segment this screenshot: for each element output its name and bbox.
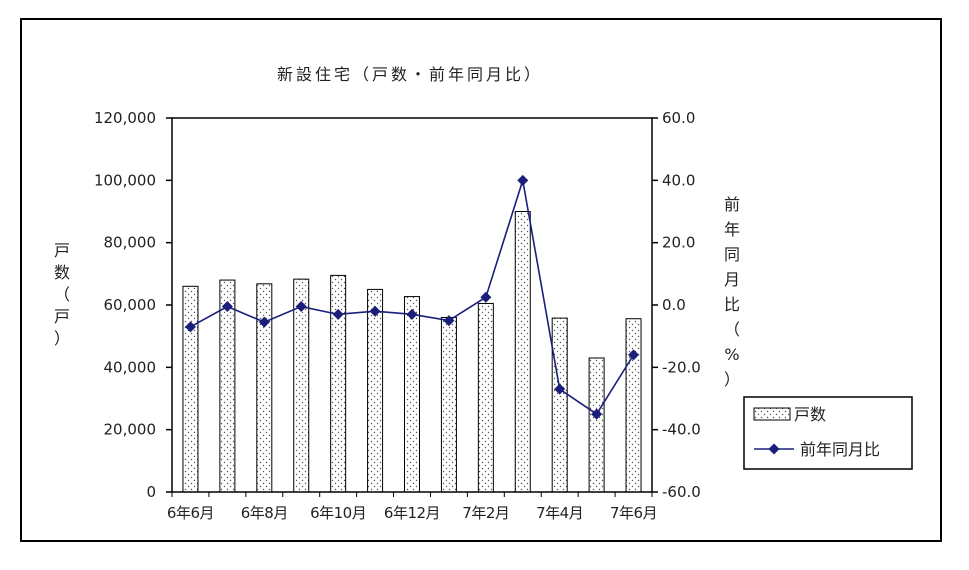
y-left-label-char: 戸 [54,241,70,260]
x-tick-label: 7年4月 [536,504,583,522]
line-series [184,174,640,420]
right-tick-label: -60.0 [662,483,701,501]
y-right-label-char: % [724,345,739,364]
right-tick-label: 0.0 [662,296,686,314]
left-tick-label: 80,000 [104,234,157,252]
chart-svg: 新設住宅（戸数・前年同月比） 0 20,000 40,000 60,000 80,000… [54,65,913,522]
line-point-2 [221,301,233,313]
legend-line-marker [768,443,780,455]
bar-series [182,211,642,493]
x-tick-label: 6年6月 [167,504,214,522]
y-right-label-char: 比 [724,295,740,314]
line-point-7 [406,308,418,320]
y-right-label-char: 前 [724,195,740,214]
x-tick-label: 6年12月 [384,504,440,522]
right-tick-label: 40.0 [662,171,695,189]
bar-12 [588,357,605,493]
chart-title: 新設住宅（戸数・前年同月比） [277,65,543,84]
left-tick-label: 40,000 [104,358,157,376]
bar-7 [404,296,420,493]
y-left-label-char: ） [54,329,70,348]
bar-8 [440,316,457,493]
left-tick-label: 20,000 [104,421,157,439]
y-right-label-char: （ [724,320,740,339]
right-tick-label: -20.0 [662,358,701,376]
right-tick-label: -40.0 [662,421,701,439]
bar-3 [256,283,273,493]
bar-5 [330,274,347,493]
y-left-label-char: 戸 [54,307,70,326]
right-tick-label: 60.0 [662,109,695,127]
bar-6 [367,288,384,493]
line-point-9 [480,291,492,303]
bar-11 [551,317,568,493]
y-left-label-char: （ [54,285,70,304]
left-tick-label: 60,000 [104,296,157,314]
line-point-13 [628,349,640,361]
line-point-12 [591,408,603,420]
x-tick-label: 6年8月 [241,504,288,522]
y-right-label-char: 月 [724,270,740,289]
line-point-4 [295,301,307,313]
line-point-6 [369,305,381,317]
axes: 0 20,000 40,000 60,000 80,000 100,000 120,000 -… [54,109,740,522]
legend-label-line: 前年同月比 [800,440,880,459]
left-tick-label: 100,000 [94,171,156,189]
y-right-label-char: ） [724,370,740,389]
y-right-label-char: 同 [724,245,740,264]
x-tick-label: 7年2月 [462,504,509,522]
x-tick-label: 6年10月 [310,504,366,522]
x-tick-label: 7年6月 [610,504,657,522]
bar-10 [514,211,531,493]
left-tick-label: 120,000 [94,109,156,127]
right-tick-label: 20.0 [662,234,695,252]
line-point-8 [443,315,455,327]
bar-9 [477,302,494,493]
line-point-10 [517,174,529,186]
legend-bar-swatch [753,407,791,421]
line-point-3 [258,316,270,328]
left-tick-label: 0 [146,483,156,501]
y-right-label-char: 年 [724,220,740,239]
y-left-label-char: 数 [54,263,70,282]
legend-label-bar: 戸数 [794,405,826,424]
line-point-11 [554,383,566,395]
bar-1 [182,285,199,493]
chart-frame: 新設住宅（戸数・前年同月比） 0 20,000 40,000 60,000 80,000… [20,18,942,542]
bar-13 [625,318,642,493]
line-point-5 [332,308,344,320]
line-point-1 [184,321,196,333]
